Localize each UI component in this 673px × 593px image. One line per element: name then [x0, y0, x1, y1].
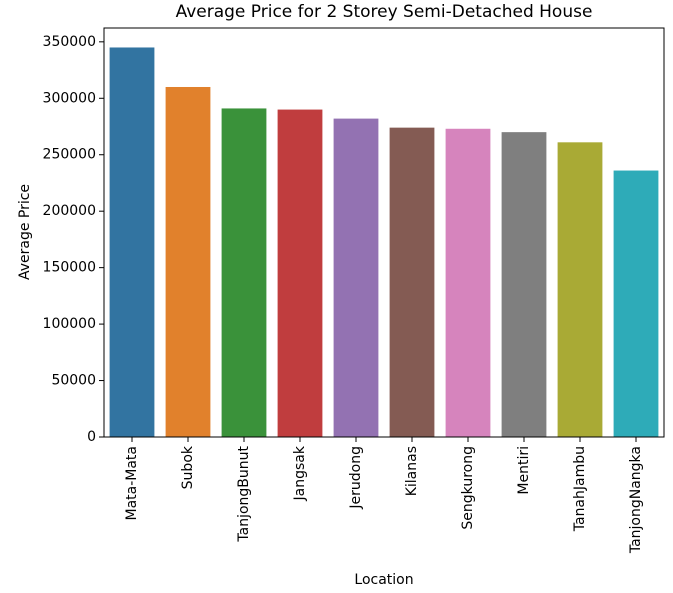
bar-sengkurong — [445, 128, 491, 437]
y-tick-label: 200000 — [43, 203, 96, 219]
x-tick-label: Sengkurong — [460, 446, 476, 530]
plot-frame — [103, 27, 665, 438]
x-tick-label: TanjongNangka — [628, 446, 644, 554]
bar-subok — [165, 86, 211, 437]
x-tick-label: Jerudong — [348, 446, 364, 510]
y-axis: 0 50000 100000 150000 200000 250000 300000 3500… — [43, 34, 104, 445]
x-tick-label: Kilanas — [404, 446, 420, 496]
bar-jerudong — [333, 118, 379, 437]
bar-tanjongbunut — [221, 108, 267, 438]
y-tick-label: 300000 — [43, 90, 96, 106]
x-axis: Mata-Mata Subok TanjongBunut Jangsak Jerudon… — [124, 437, 644, 554]
bar-mentiri — [501, 132, 547, 437]
y-tick-label: 100000 — [43, 316, 96, 332]
bars-group — [109, 47, 659, 438]
y-tick-label: 0 — [87, 429, 96, 445]
bar-tanahjambu — [557, 142, 603, 437]
bar-tanjongnangka — [613, 170, 659, 437]
chart-title: Average Price for 2 Storey Semi-Detached… — [176, 2, 593, 22]
x-axis-label: Location — [354, 572, 413, 588]
x-tick-label: Mata-Mata — [124, 446, 140, 521]
bar-mata-mata — [109, 47, 155, 437]
y-axis-label: Average Price — [17, 184, 33, 280]
y-tick-label: 250000 — [43, 147, 96, 163]
y-tick-label: 50000 — [51, 373, 96, 389]
x-tick-label: Subok — [180, 445, 196, 489]
x-tick-label: TanjongBunut — [236, 446, 252, 543]
x-tick-label: Jangsak — [292, 445, 308, 501]
bar-jangsak — [277, 109, 323, 437]
y-tick-label: 350000 — [43, 34, 96, 50]
x-tick-label: Mentiri — [516, 446, 532, 495]
bar-kilanas — [389, 127, 435, 437]
y-tick-label: 150000 — [43, 260, 96, 276]
x-tick-label: TanahJambu — [572, 446, 588, 532]
